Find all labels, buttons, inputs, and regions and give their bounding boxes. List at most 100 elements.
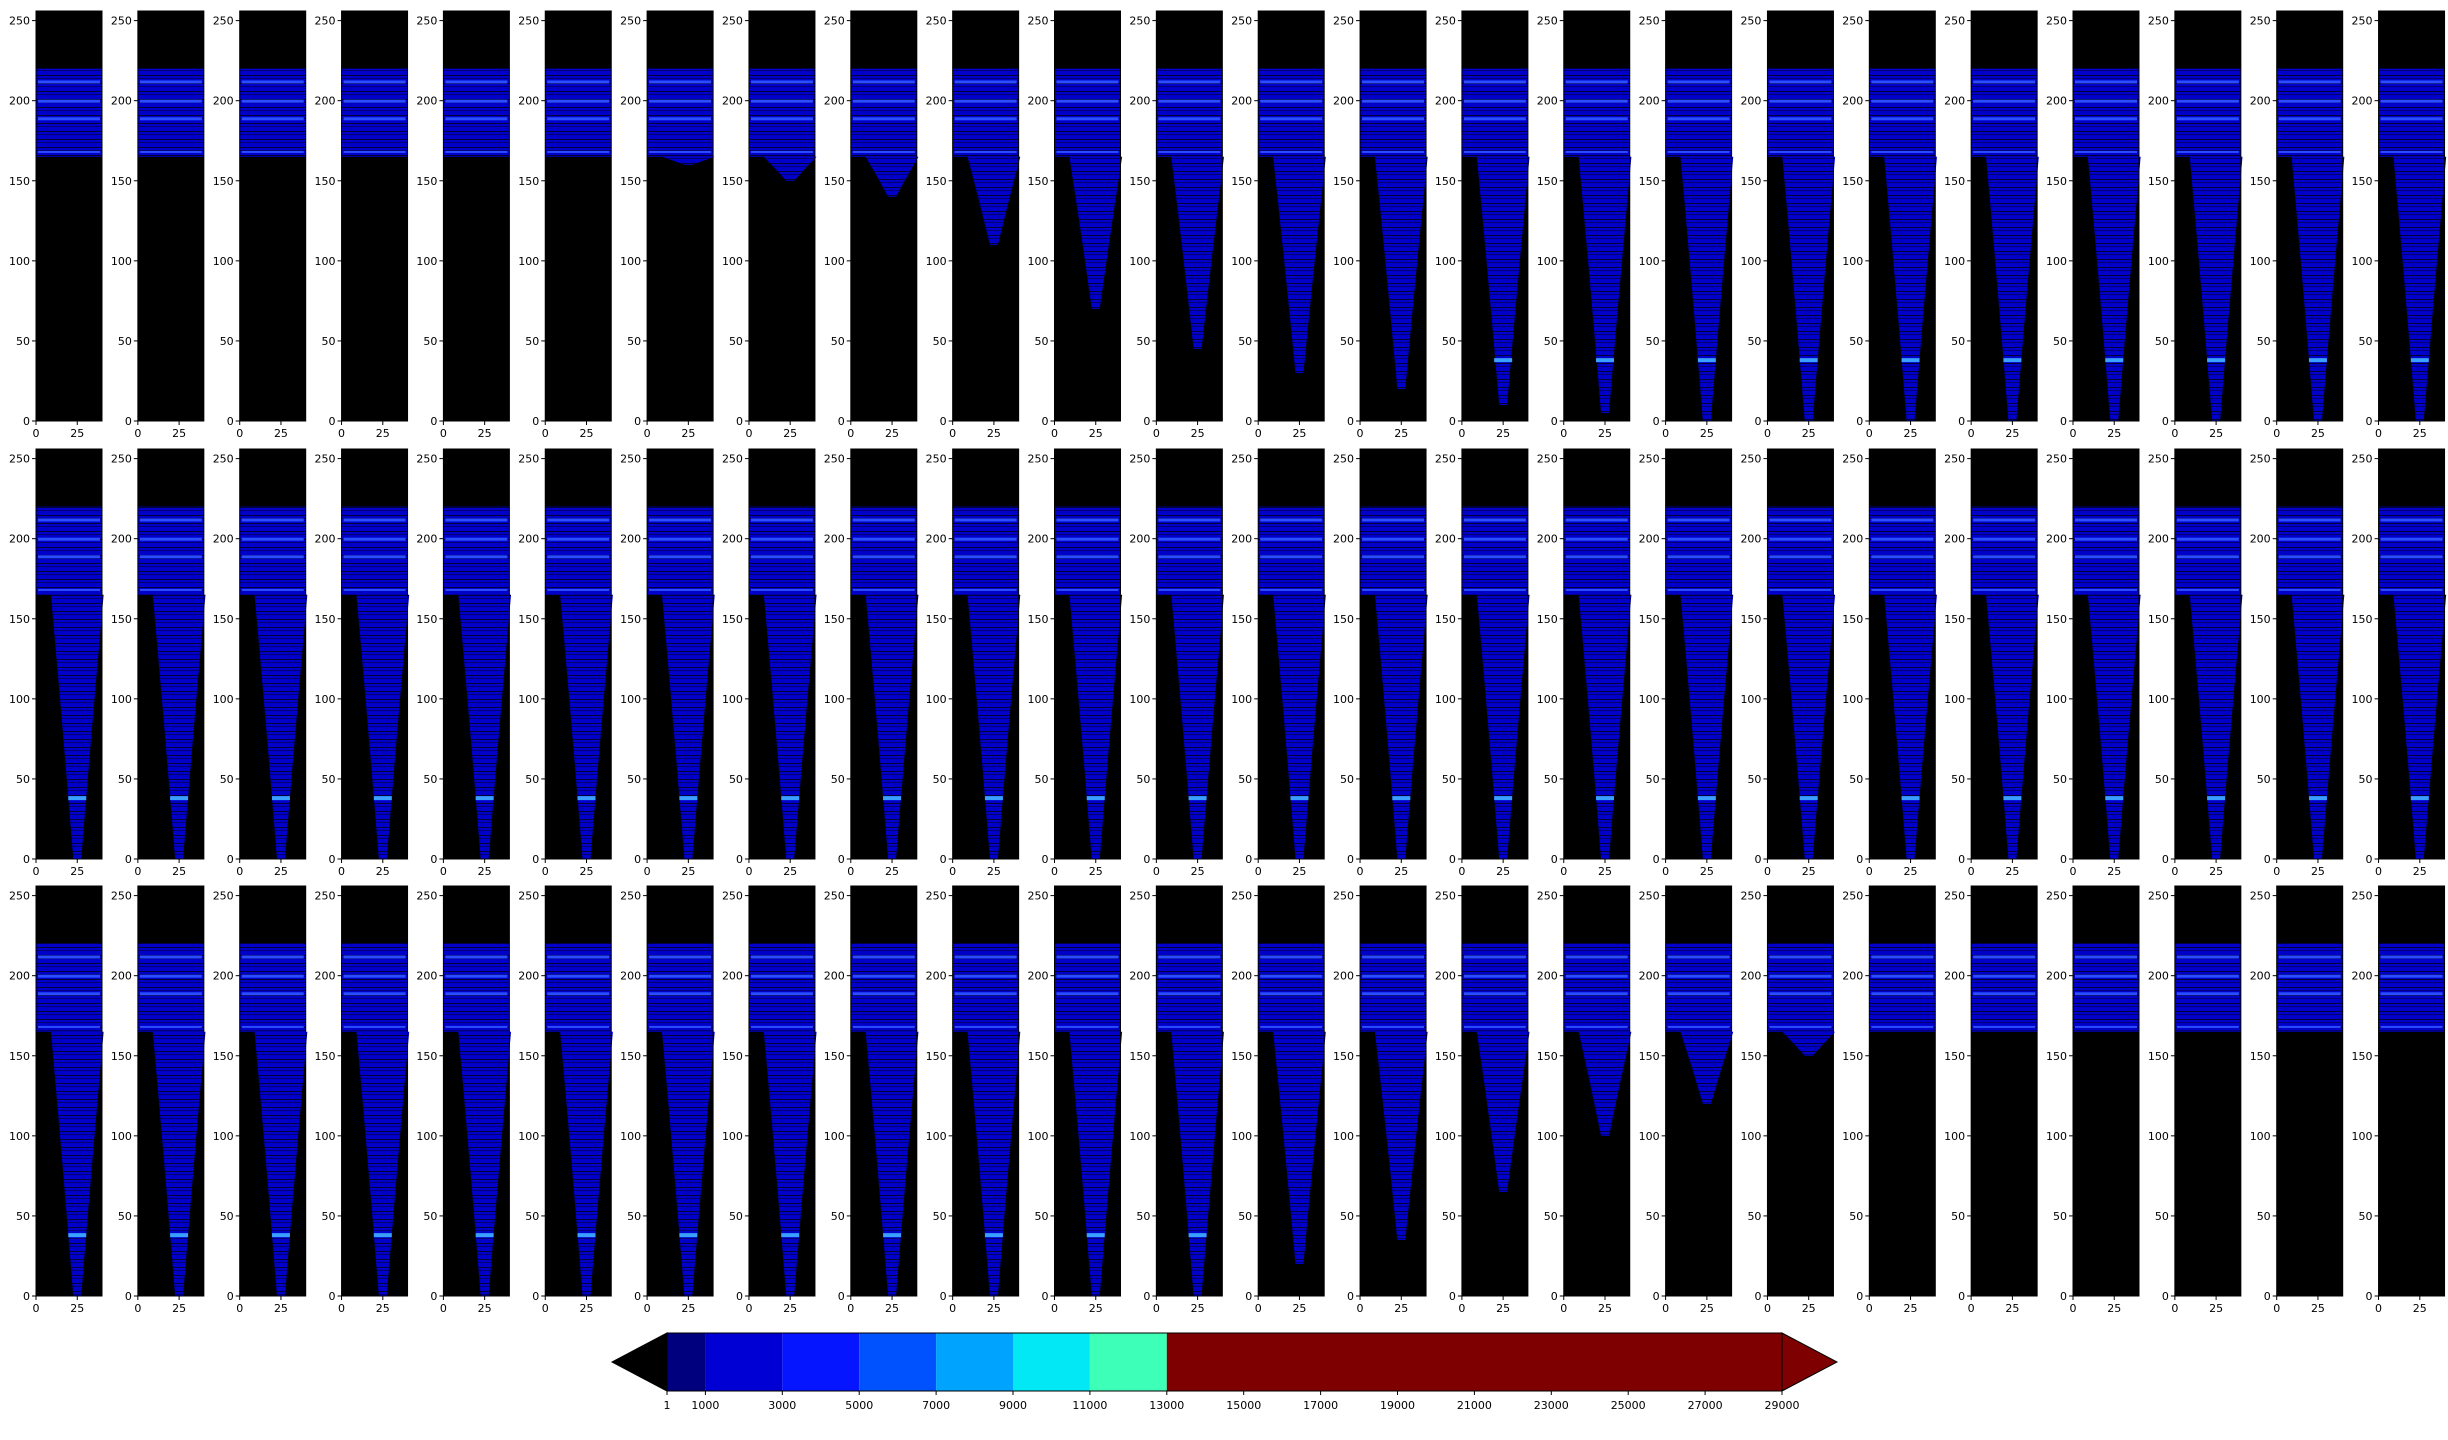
x-tick-label: 25 xyxy=(580,1302,594,1315)
y-tick-label: 200 xyxy=(1537,970,1558,983)
panel-frame xyxy=(646,885,714,1297)
bright-line xyxy=(1973,150,2036,153)
y-tick-label: 150 xyxy=(2046,1050,2067,1063)
hotspot xyxy=(883,1233,902,1238)
x-tick-label: 25 xyxy=(2209,865,2223,878)
bright-line xyxy=(1667,1025,1730,1028)
y-tick-label: 100 xyxy=(518,255,539,268)
x-tick-label: 0 xyxy=(440,427,447,440)
bright-line xyxy=(139,955,202,959)
bright-line xyxy=(2380,537,2443,541)
x-tick-label: 0 xyxy=(1051,427,1058,440)
y-tick-label: 200 xyxy=(111,533,132,546)
y-tick-label: 100 xyxy=(1537,1130,1558,1143)
bright-line xyxy=(139,99,202,103)
bright-line xyxy=(1769,588,1832,591)
y-tick-label: 150 xyxy=(518,1050,539,1063)
x-tick-label: 25 xyxy=(70,865,84,878)
bright-line xyxy=(38,588,100,591)
y-tick-label: 0 xyxy=(329,415,336,428)
colorbar-over-triangle xyxy=(1781,1332,1839,1392)
y-tick-label: 0 xyxy=(23,415,30,428)
y-tick-label: 200 xyxy=(2352,970,2373,983)
x-tick-label: 25 xyxy=(2005,427,2019,440)
y-tick-label: 50 xyxy=(16,773,30,786)
x-tick-label: 0 xyxy=(1458,865,1465,878)
bright-line xyxy=(2075,1025,2137,1028)
y-tick-label: 100 xyxy=(2352,255,2373,268)
y-tick-label: 0 xyxy=(1143,1290,1150,1303)
bright-line xyxy=(1463,518,1526,522)
y-tick-label: 0 xyxy=(125,415,132,428)
funnel-intensity xyxy=(560,594,613,859)
bright-line xyxy=(343,974,406,978)
panel-frame xyxy=(1970,448,2038,860)
bright-line xyxy=(2176,150,2239,153)
panel-frame xyxy=(1868,10,1936,422)
y-tick-label: 150 xyxy=(722,613,743,626)
panel: 0 50 100 150 200 250 0 25 xyxy=(1639,10,1734,440)
y-tick-label: 0 xyxy=(1754,853,1761,866)
panel-frame xyxy=(1257,885,1325,1297)
x-tick-label: 0 xyxy=(1357,427,1364,440)
y-tick-label: 250 xyxy=(722,453,743,466)
x-tick-label: 25 xyxy=(2413,427,2427,440)
funnel-intensity xyxy=(1476,156,1530,405)
hotspot xyxy=(170,796,189,801)
bright-line xyxy=(1158,150,1221,153)
y-tick-label: 0 xyxy=(1347,1290,1354,1303)
x-tick-label: 0 xyxy=(2375,1302,2382,1315)
funnel-intensity xyxy=(152,594,206,859)
x-tick-label: 0 xyxy=(1866,865,1873,878)
y-tick-label: 250 xyxy=(416,15,437,28)
bright-line xyxy=(343,80,406,84)
panel-frame xyxy=(2276,885,2344,1297)
x-tick-label: 25 xyxy=(1496,1302,1510,1315)
y-tick-label: 50 xyxy=(1747,773,1761,786)
bright-line xyxy=(1769,555,1832,559)
y-tick-label: 50 xyxy=(322,773,336,786)
bright-line xyxy=(139,588,202,591)
bright-line xyxy=(241,588,304,591)
panel: 0 50 100 150 200 250 0 25 xyxy=(2148,448,2243,878)
panel-frame xyxy=(646,10,714,422)
y-tick-label: 200 xyxy=(1944,533,1965,546)
y-tick-label: 50 xyxy=(1442,335,1456,348)
hotspot xyxy=(475,796,494,801)
bright-line xyxy=(1973,992,2036,996)
panel-frame xyxy=(1461,10,1529,422)
hotspot xyxy=(984,1233,1003,1238)
y-tick-label: 250 xyxy=(824,15,845,28)
funnel-intensity xyxy=(865,594,919,859)
bright-line xyxy=(139,518,202,522)
y-tick-label: 250 xyxy=(926,453,947,466)
bright-line xyxy=(343,555,406,559)
bright-line xyxy=(2278,1025,2341,1028)
bright-line xyxy=(1158,518,1221,522)
y-tick-label: 50 xyxy=(627,1210,641,1223)
y-tick-label: 150 xyxy=(2046,175,2067,188)
y-tick-label: 100 xyxy=(416,255,437,268)
panel-frame xyxy=(239,10,307,422)
panel-frame xyxy=(850,885,918,1297)
funnel-intensity xyxy=(1476,1031,1530,1192)
bright-line xyxy=(445,518,508,522)
panel: 0 50 100 150 200 250 0 25 xyxy=(315,885,410,1315)
y-tick-label: 100 xyxy=(2352,1130,2373,1143)
bright-line xyxy=(2278,974,2341,978)
x-tick-label: 25 xyxy=(478,427,492,440)
x-tick-label: 0 xyxy=(1866,1302,1873,1315)
panel: 0 50 100 150 200 250 0 25 xyxy=(620,10,715,440)
y-tick-label: 200 xyxy=(722,970,743,983)
y-tick-label: 250 xyxy=(111,15,132,28)
y-tick-label: 250 xyxy=(1639,890,1660,903)
panel: 0 50 100 150 200 250 0 25 xyxy=(1639,885,1734,1315)
bright-line xyxy=(1056,117,1119,121)
y-tick-label: 250 xyxy=(416,453,437,466)
colorbar-tick-label: 11000 xyxy=(1072,1399,1107,1412)
panel-frame xyxy=(2174,885,2242,1297)
x-tick-label: 25 xyxy=(681,1302,695,1315)
colorbar-bin xyxy=(667,1333,706,1391)
colorbar-tick-label: 13000 xyxy=(1149,1399,1184,1412)
y-tick-label: 250 xyxy=(1842,15,1863,28)
